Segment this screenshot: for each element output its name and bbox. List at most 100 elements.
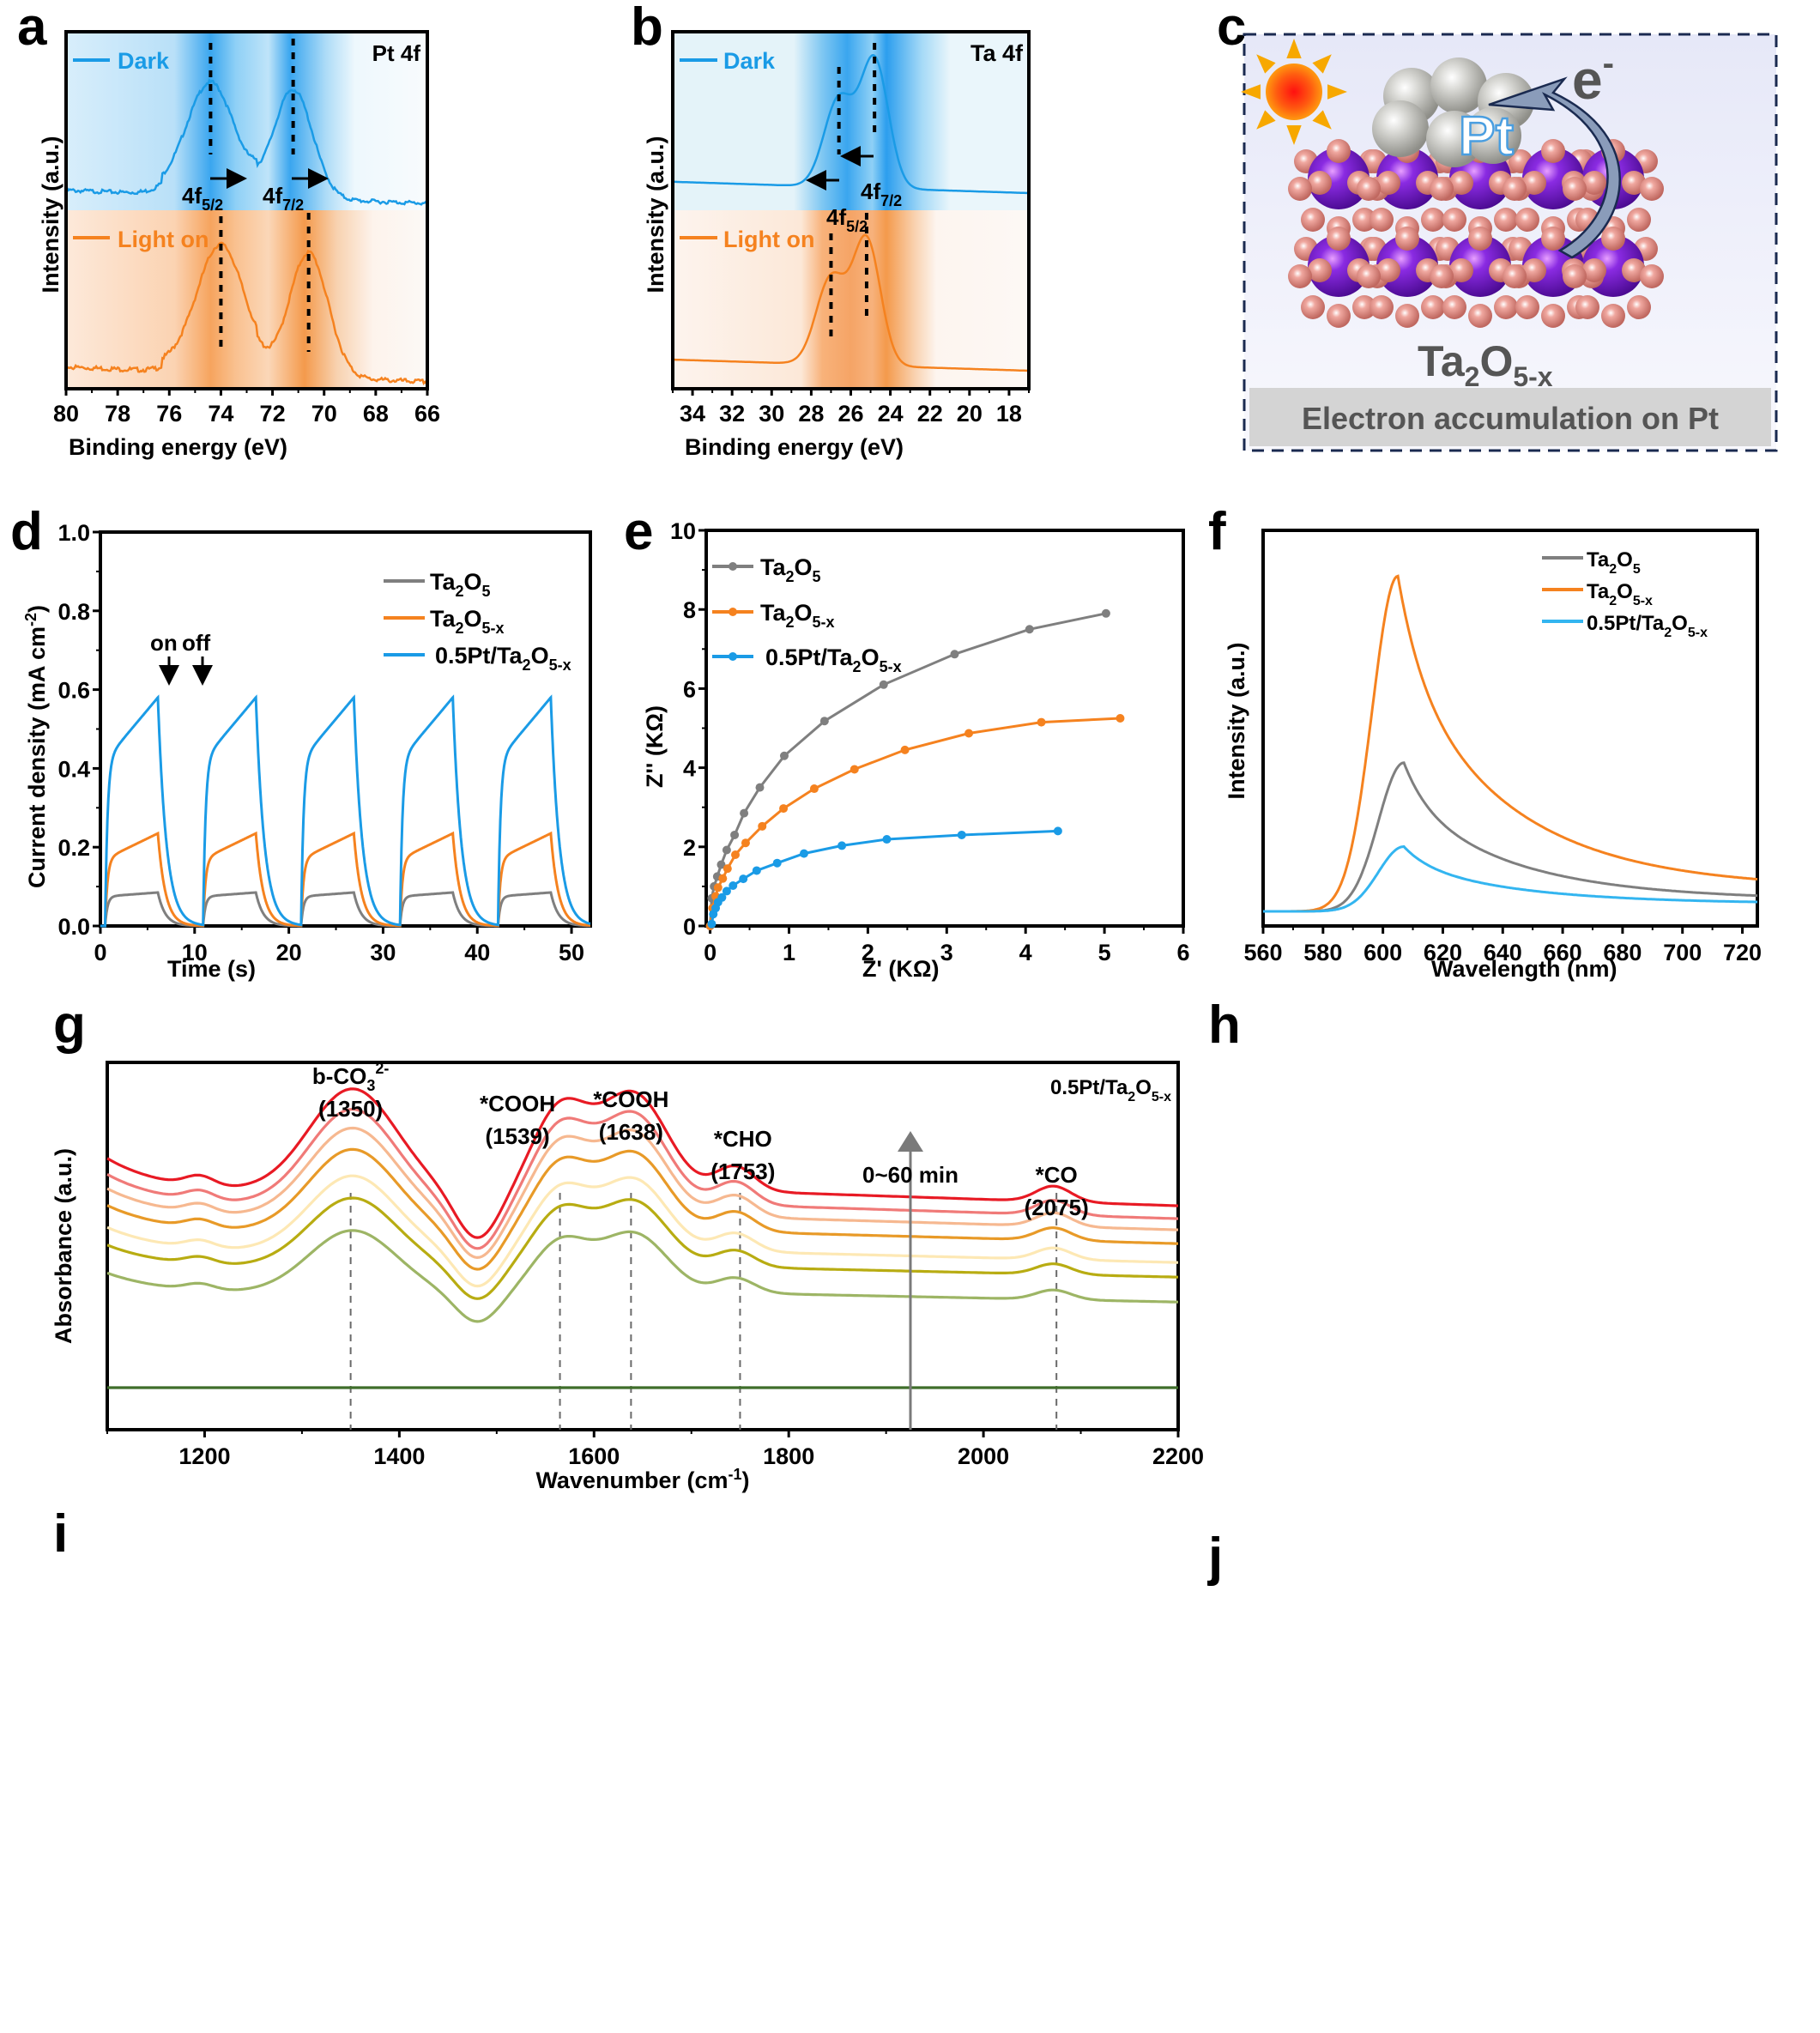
band-label-value: (1638) — [599, 1119, 663, 1145]
x-tick-label: 50 — [559, 940, 584, 965]
oxygen-atom — [1327, 227, 1351, 251]
oxygen-atom — [1582, 258, 1606, 282]
oxygen-atom — [1601, 227, 1625, 251]
x-tick-label: 1200 — [178, 1443, 230, 1469]
nyquist-point — [837, 841, 847, 850]
oxygen-atom — [1288, 177, 1312, 201]
xps-curve-dark — [64, 78, 428, 206]
annotation-4f72: 4f7/2 — [263, 183, 304, 214]
nyquist-point — [717, 892, 727, 902]
xps-curve-light-on — [64, 241, 428, 386]
x-axis-label-e: Z' (KΩ) — [862, 956, 940, 982]
panel-sample-label: 0.5Pt/Ta2O5-x — [1050, 1076, 1171, 1104]
y-axis-label: Absorbance (a.u.) — [51, 1148, 76, 1344]
panel-letter-b: b — [631, 0, 663, 57]
y-tick-label: 6 — [683, 676, 696, 702]
x-tick-label: 620 — [1424, 940, 1462, 965]
nyquist-point — [730, 830, 740, 839]
y-axis-label-d: Current density (mA cm-2) — [22, 605, 50, 888]
legend-label-light: Light on — [118, 227, 209, 252]
oxygen-atom — [1430, 177, 1454, 201]
oxygen-atom — [1522, 258, 1546, 282]
oxygen-atom — [1352, 208, 1376, 232]
plot-frame-d — [99, 530, 592, 928]
ir-spectrum-1 — [106, 1229, 1178, 1323]
oxygen-atom — [1395, 304, 1419, 328]
nyquist-point — [964, 729, 974, 738]
oxygen-atom — [1327, 139, 1351, 163]
x-tick-label: 18 — [996, 401, 1022, 427]
nyquist-point — [1101, 608, 1110, 618]
nyquist-point — [758, 821, 767, 831]
nyquist-point — [779, 804, 789, 814]
band-label-name: *CHO — [714, 1126, 772, 1152]
x-tick-label: 640 — [1484, 940, 1522, 965]
x-tick-label: 560 — [1243, 940, 1282, 965]
panel-a-pt4f-xps: a 80 78 76 74 72 70 68 66 Dark Light on Pt 4f 4… — [17, 0, 440, 460]
y-tick-label: 0 — [683, 914, 696, 940]
panel-letter-i: i — [53, 1504, 68, 1564]
panel-letter-a: a — [17, 0, 47, 57]
oxygen-atom — [1301, 295, 1325, 319]
x-tick-label: 5 — [1098, 940, 1111, 965]
annotation-4f52: 4f5/2 — [182, 183, 223, 214]
legend-marker — [729, 608, 737, 616]
panel-letter-h: h — [1208, 995, 1241, 1055]
nyquist-point — [707, 919, 717, 929]
oxygen-atom — [1541, 227, 1565, 251]
y-axis-label-a: Intensity (a.u.) — [38, 136, 63, 293]
light-region-band — [673, 210, 1029, 389]
pt-label: Pt — [1459, 105, 1514, 166]
x-tick-label: 66 — [414, 401, 440, 427]
nyquist-point — [722, 886, 731, 896]
panel-j-oh-region-ta2o5: j — [1207, 1528, 1223, 1587]
nyquist-point — [713, 883, 723, 892]
oxygen-atom — [1627, 295, 1651, 319]
oxygen-atom — [1640, 264, 1664, 288]
y-tick-label: 4 — [683, 756, 696, 782]
x-tick-label: 2200 — [1152, 1443, 1204, 1469]
pl-spectrum-0 — [1263, 761, 1758, 913]
panel-h-oh-region-pt: h — [1208, 995, 1241, 1055]
ir-spectrum-4 — [106, 1147, 1178, 1271]
x-tick-label: 2 — [862, 940, 874, 965]
oxygen-atom — [1442, 295, 1466, 319]
annotation-4f52: 4f5/2 — [826, 204, 868, 235]
panel-g-drifts-pt: g 1200 1400 1600 1800 2000 2200 b-CO32-(1350) *… — [51, 995, 1204, 1493]
x-tick-label: 1600 — [568, 1443, 620, 1469]
legend-label: 0.5Pt/Ta2O5-x — [1587, 612, 1708, 640]
oxygen-atom — [1503, 264, 1527, 288]
x-tick-label: 4 — [1019, 940, 1032, 965]
x-axis-label-a: Binding energy (eV) — [69, 434, 287, 460]
nyquist-point — [739, 874, 748, 884]
legend-label: 0.5Pt/Ta2O5-x — [765, 644, 902, 675]
nyquist-point — [729, 880, 738, 890]
oxygen-atom — [1575, 295, 1599, 319]
pl-spectrum-1 — [1263, 574, 1758, 913]
caption-band — [1249, 388, 1771, 446]
panel-title-ta4f: Ta 4f — [970, 40, 1024, 66]
ir-spectrum-5 — [106, 1126, 1179, 1260]
oxygen-atom — [1370, 295, 1394, 319]
photocurrent-series-0 — [100, 891, 590, 928]
nyquist-point — [809, 784, 819, 794]
sun-ray — [1256, 54, 1276, 74]
x-tick-label: 680 — [1603, 940, 1642, 965]
legend-label-dark: Dark — [118, 48, 170, 74]
y-tick-label: 0.0 — [57, 914, 90, 940]
band-label-value: (1753) — [710, 1159, 775, 1184]
nyquist-line-1 — [709, 717, 1121, 927]
plot-frame-f — [1261, 529, 1759, 928]
nyquist-point — [772, 858, 782, 868]
annotation-4f72: 4f7/2 — [861, 178, 902, 209]
band-label-value: (1539) — [485, 1123, 549, 1149]
x-tick-label: 78 — [105, 401, 130, 427]
sun-ray — [1286, 39, 1302, 58]
y-tick-label: 0.2 — [57, 835, 90, 861]
band-label-name: *CO — [1036, 1162, 1078, 1188]
y-tick-label: 2 — [683, 835, 696, 861]
x-tick-label: 68 — [363, 401, 389, 427]
legend-label: Ta2O5 — [760, 554, 821, 585]
panel-f-photoluminescence: f 560 580 600 620 640 660 680 700 720 Ta2O5 Ta2O5-… — [1208, 502, 1762, 982]
panel-letter-c: c — [1217, 0, 1246, 57]
